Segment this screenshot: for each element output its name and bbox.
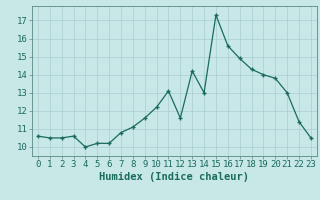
X-axis label: Humidex (Indice chaleur): Humidex (Indice chaleur): [100, 172, 249, 182]
